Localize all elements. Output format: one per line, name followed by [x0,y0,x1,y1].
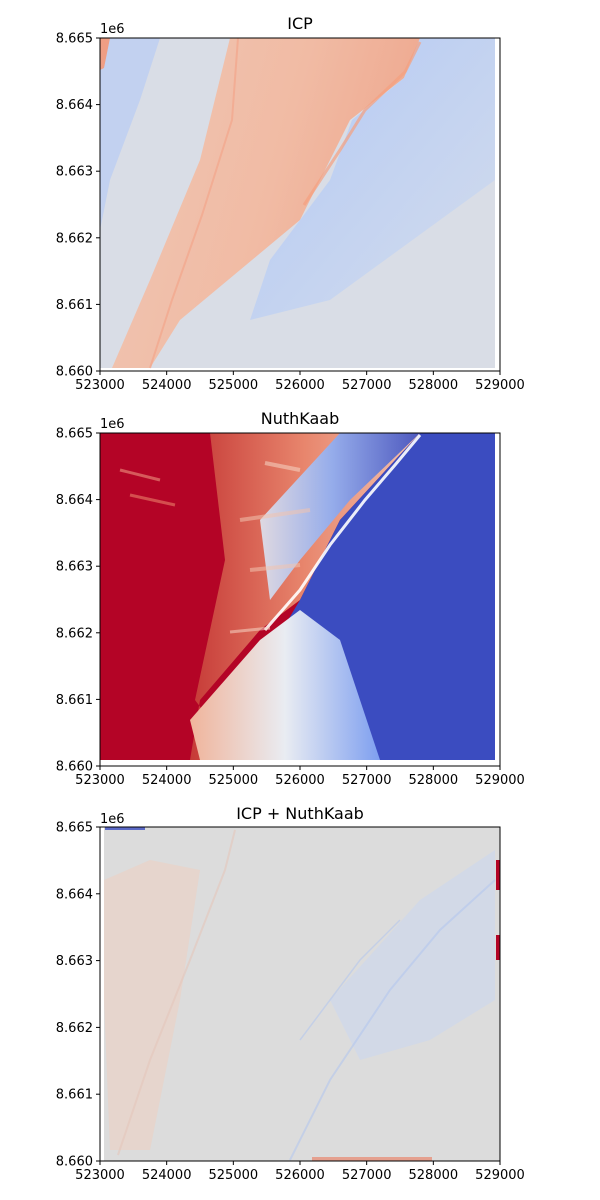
y-tick-label: 8.661 [56,298,93,313]
y-tick-label: 8.665 [56,32,93,47]
raster-ridges [117,829,496,1161]
x-tick-label: 526000 [275,773,325,788]
raster-warm-faint [104,860,200,1150]
y-tick-label: 8.663 [56,954,93,969]
raster-edge-cool [105,827,145,830]
x-tick-label: 527000 [342,1168,392,1183]
raster-cool-gradient [260,433,420,600]
raster-edge-warm [312,1157,432,1161]
y-tick-label: 8.660 [56,1155,93,1170]
y-tick-label: 8.664 [56,887,93,902]
raster-bottom-gradient [190,610,380,760]
x-tick-label: 523000 [75,773,125,788]
y-tick-label: 8.660 [56,760,93,775]
panel-title: ICP [287,14,313,33]
x-tick-label: 525000 [209,1168,259,1183]
y-tick-label: 8.662 [56,231,93,246]
x-tick-label: 523000 [75,378,125,393]
x-tick-label: 525000 [209,773,259,788]
x-tick-label: 524000 [142,773,192,788]
x-tick-label: 529000 [475,378,525,393]
raster-warm-corner [100,38,110,70]
x-tick-label: 528000 [409,378,459,393]
axes-1: 523000 524000 525000 526000 527000 528000 5290… [56,427,525,789]
x-tick-label: 527000 [342,378,392,393]
raster-image [100,827,500,1161]
y-tick-label: 8.663 [56,165,93,180]
raster-edge-hot-2 [496,935,500,960]
y-tick-label: 8.661 [56,1088,93,1103]
x-tick-label: 526000 [275,378,325,393]
panel-nuthkaab: NuthKaab 1e6 [100,409,500,760]
raster-warm-zone [112,38,420,368]
x-tick-label: 528000 [409,1168,459,1183]
axes-0: 523000 524000 525000 526000 527000 528000 5290… [56,32,525,394]
y-offset-label: 1e6 [100,22,125,37]
panel-title: ICP + NuthKaab [236,804,364,823]
panel-icp-nuthkaab: ICP + NuthKaab 1e6 [100,804,500,1161]
y-tick-label: 8.662 [56,1021,93,1036]
raster-cool-left [100,38,160,230]
x-tick-label: 529000 [475,773,525,788]
axes-2: 523000 524000 525000 526000 527000 528000 5290… [56,821,525,1184]
raster-striations [119,461,311,634]
y-tick-label: 8.660 [56,365,93,380]
panel-icp: ICP 1e6 [100,14,500,369]
raster-cool-zone [250,38,495,320]
raster-gap [495,433,500,760]
x-tick-label: 528000 [409,773,459,788]
x-tick-label: 524000 [142,378,192,393]
x-tick-label: 524000 [142,1168,192,1183]
y-tick-label: 8.664 [56,98,93,113]
raster-ridge-2 [302,41,422,206]
y-offset-label: 1e6 [100,417,125,432]
raster-edge-hot [496,860,500,890]
raster-gap [495,38,500,368]
raster-ridge [149,37,239,369]
y-offset-label: 1e6 [100,812,125,827]
x-tick-label: 525000 [209,378,259,393]
raster-image [100,37,500,369]
axes-layer: 523000 524000 525000 526000 527000 528000 5290… [56,32,525,1184]
raster-transition [190,433,420,760]
raster-boundary [263,434,422,631]
y-tick-label: 8.663 [56,560,93,575]
y-tick-label: 8.662 [56,626,93,641]
x-tick-label: 523000 [75,1168,125,1183]
y-tick-label: 8.665 [56,427,93,442]
y-tick-label: 8.664 [56,493,93,508]
raster-cool-faint [330,850,495,1060]
x-tick-label: 526000 [275,1168,325,1183]
x-tick-label: 527000 [342,773,392,788]
raster-image [100,433,500,760]
y-tick-label: 8.661 [56,693,93,708]
x-tick-label: 529000 [475,1168,525,1183]
panel-title: NuthKaab [261,409,340,428]
raster-gap-left [100,827,104,1161]
y-tick-label: 8.665 [56,821,93,836]
